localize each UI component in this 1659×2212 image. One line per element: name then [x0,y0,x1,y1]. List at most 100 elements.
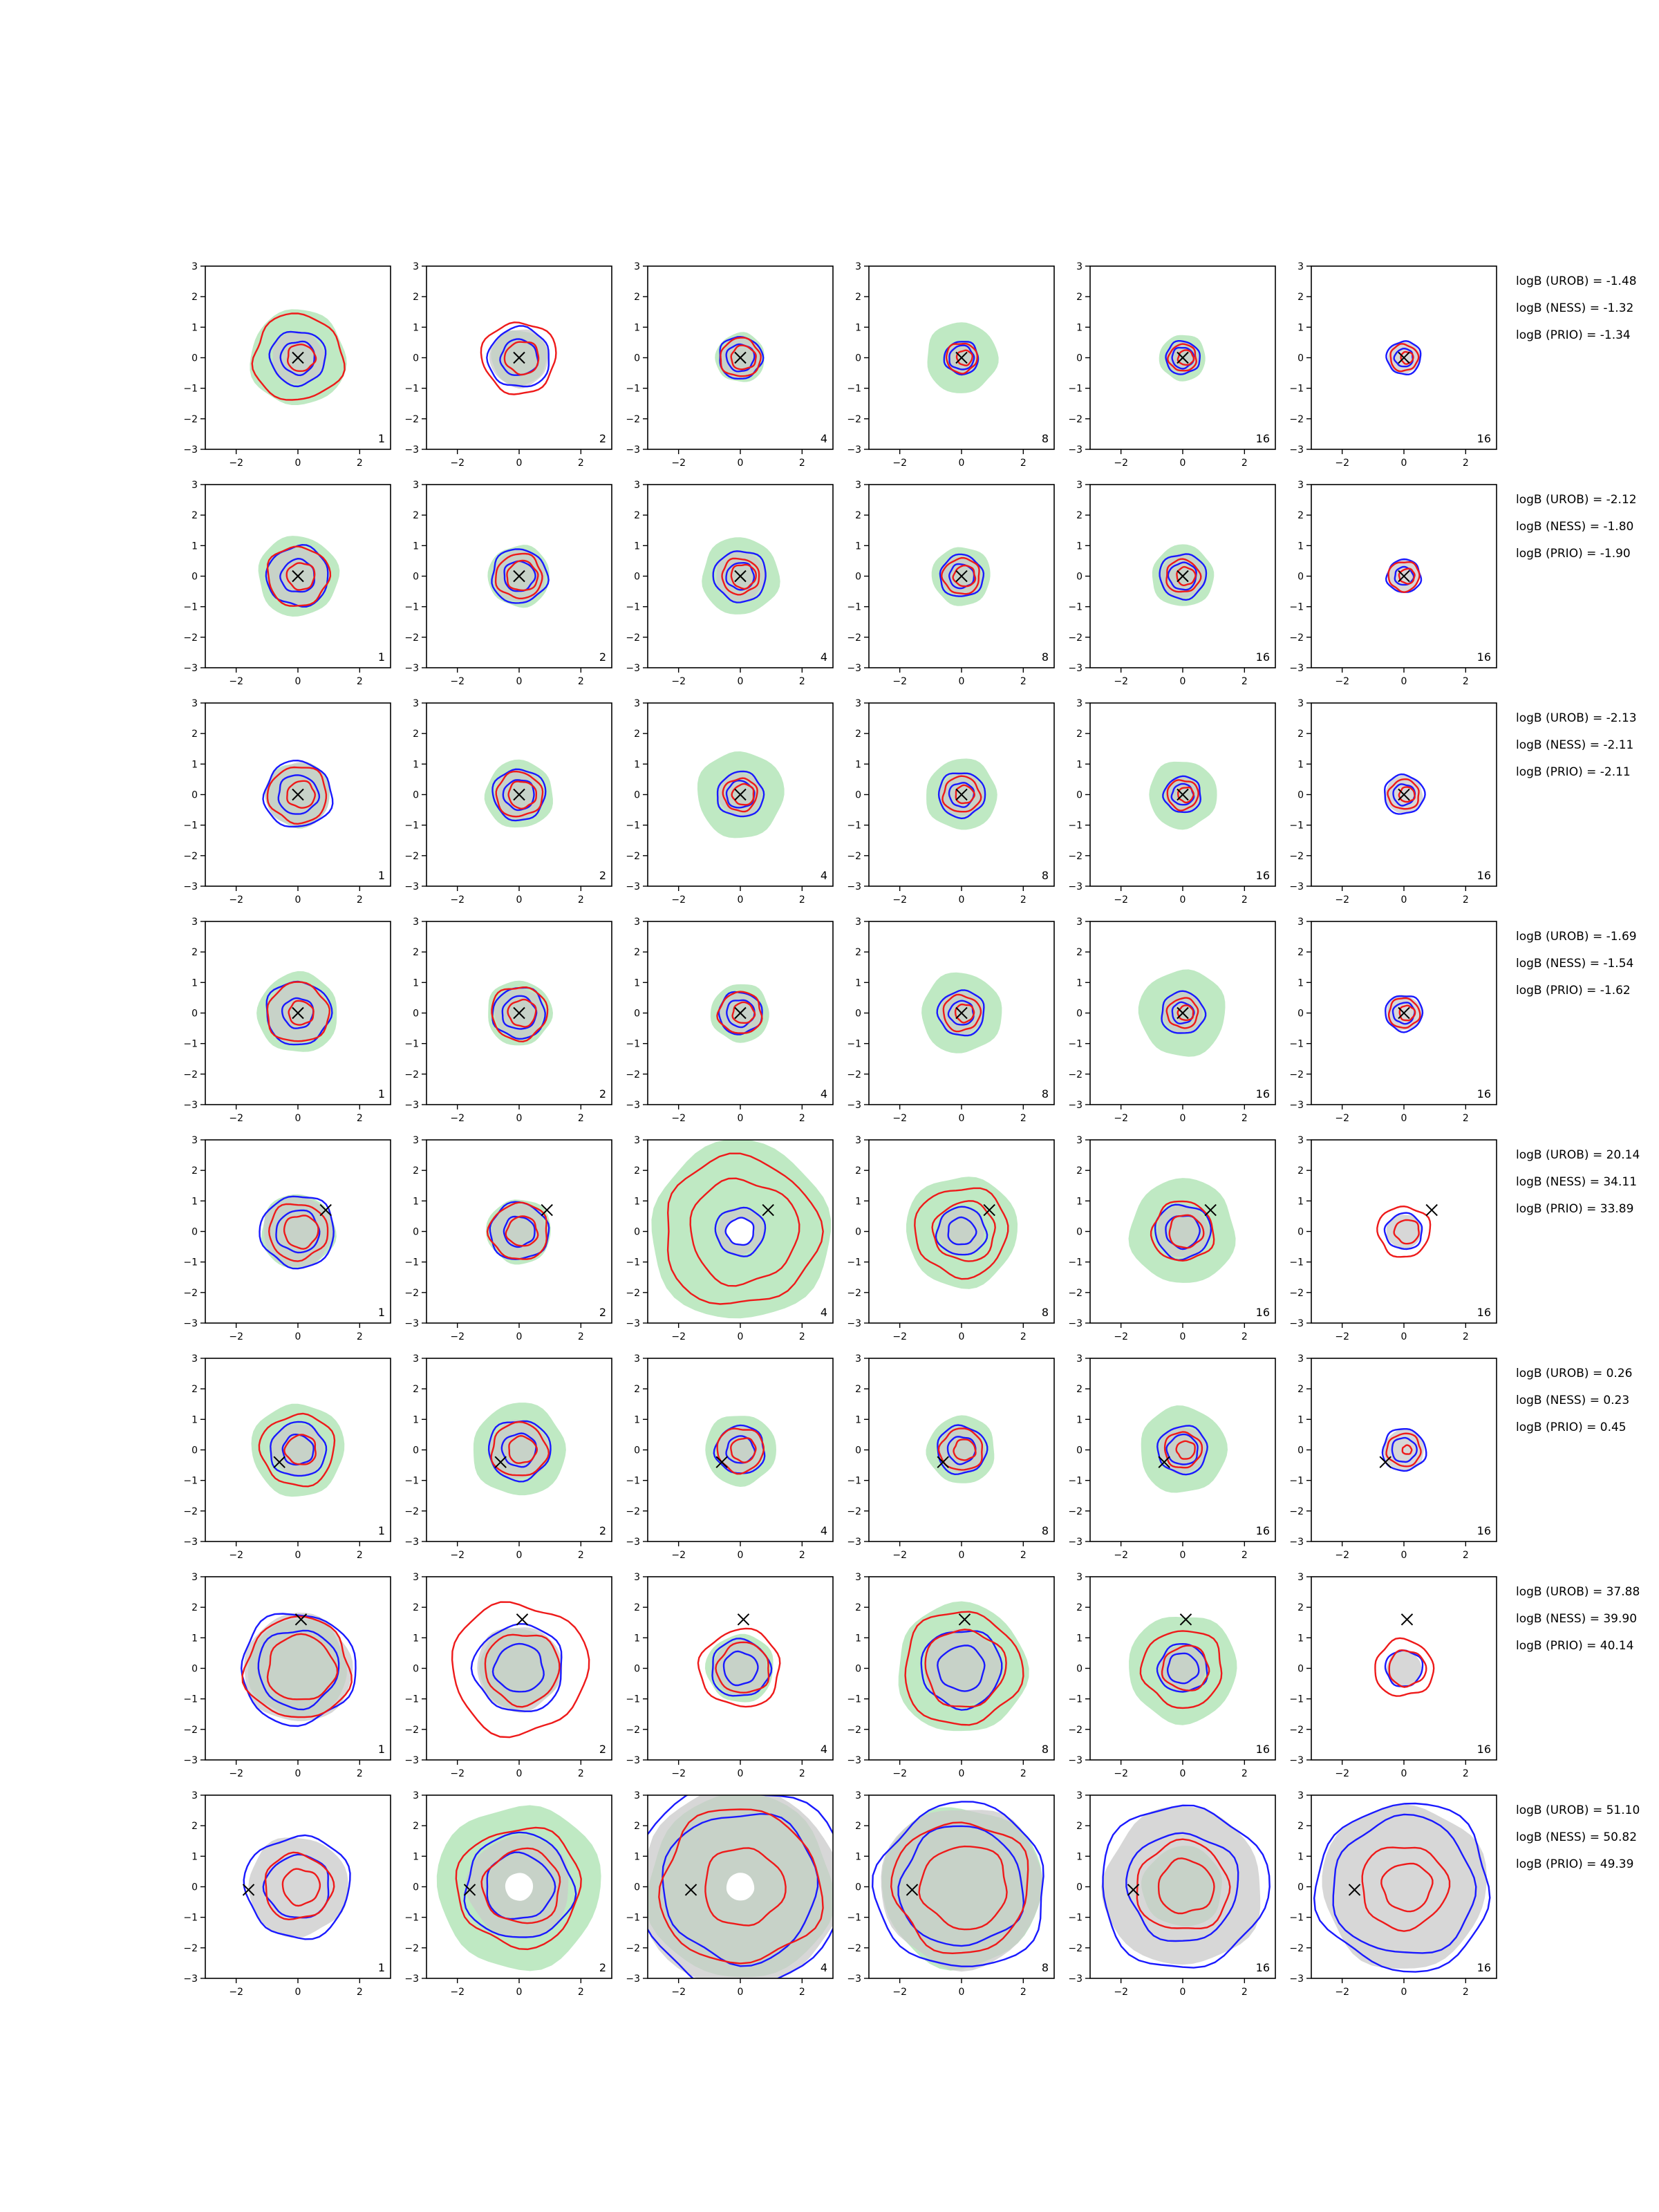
contour-red-2 [952,564,977,588]
y-tick-label: 3 [1076,1135,1082,1146]
x-tick-label: −2 [1335,1550,1349,1561]
contour-blue-2 [275,1209,321,1254]
panel-count-label: 16 [1256,1743,1270,1756]
y-tick-label: 2 [855,1165,861,1177]
panel-count-label: 16 [1477,1524,1491,1537]
y-tick-label: −1 [1068,1039,1082,1050]
panel-r1-c5: −2 0 2 −3 −2 −1 0 1 2 3 16 [1068,261,1276,469]
contour-blue-1 [265,543,329,608]
marker-x [1177,788,1189,801]
contour-red-2 [954,1003,975,1024]
x-tick-label: 2 [1463,676,1469,687]
y-tick-label: −2 [404,1943,419,1954]
y-tick-label: 1 [191,977,198,988]
y-tick-label: 2 [413,729,419,740]
panel-r4-c6: −2 0 2 −3 −2 −1 0 1 2 3 16 [1289,917,1497,1124]
contour-blue-2 [948,782,975,808]
x-tick-label: 2 [578,1331,584,1342]
panel-count-label: 1 [378,1961,385,1974]
y-tick-label: 0 [413,790,419,801]
y-tick-label: −1 [626,1039,640,1050]
x-tick-label: −2 [671,1331,686,1342]
x-tick-label: 0 [516,458,523,469]
panel-r3-c6: −2 0 2 −3 −2 −1 0 1 2 3 16 [1289,698,1497,906]
panel-r2-c5: −2 0 2 −3 −2 −1 0 1 2 3 16 [1068,480,1276,687]
contour-red-1 [1376,1205,1432,1258]
y-tick-label: −1 [847,1694,861,1705]
contour-red-2 [266,1633,339,1700]
y-tick-label: 1 [191,1196,198,1207]
panel-r5-c6: −2 0 2 −3 −2 −1 0 1 2 3 16 [1289,1135,1497,1342]
y-tick-label: 3 [1076,480,1082,491]
y-tick-label: −3 [1068,444,1082,456]
panel-count-label: 8 [1042,1524,1049,1537]
y-tick-label: 1 [413,1633,419,1644]
y-tick-label: 0 [191,790,198,801]
y-tick-label: 2 [1297,947,1304,958]
y-tick-label: −2 [404,1506,419,1517]
x-tick-label: 0 [295,458,301,469]
logb-stat: logB (NESS) = -1.54 [1516,957,1633,971]
contour-red-2 [730,344,757,371]
x-tick-label: 0 [738,894,744,906]
panel-count-label: 2 [599,1524,606,1537]
x-tick-label: 0 [1401,1987,1407,1998]
y-tick-label: 3 [855,917,861,928]
panel-count-label: 1 [378,869,385,882]
x-tick-label: 2 [578,1987,584,1998]
row-2-stats: logB (UROB) = -2.12 logB (NESS) = -1.80 lo… [1516,493,1637,561]
y-tick-label: −3 [183,1755,198,1766]
y-tick-label: −2 [847,1288,861,1299]
y-tick-label: −3 [847,444,861,456]
y-tick-label: −3 [1068,663,1082,674]
marker-x [734,351,747,364]
y-tick-label: 3 [413,1135,419,1146]
x-tick-label: 0 [1401,1768,1407,1779]
logb-stat: logB (NESS) = -2.11 [1516,738,1633,752]
x-tick-label: 2 [1020,1768,1027,1779]
marker-x [737,1613,750,1626]
y-tick-label: 2 [413,1165,419,1177]
panel-r1-c4: −2 0 2 −3 −2 −1 0 1 2 3 8 [847,261,1055,469]
marker-x [242,1884,255,1896]
x-tick-label: −2 [1114,1987,1128,1998]
y-tick-label: −2 [847,1506,861,1517]
y-tick-label: −2 [1068,1069,1082,1080]
contour-red-2 [918,1845,1008,1931]
y-tick-label: −3 [404,1100,419,1111]
y-tick-label: 2 [1076,1165,1082,1177]
x-tick-label: 2 [578,458,584,469]
y-tick-label: 2 [1297,292,1304,303]
contour-blue-2 [946,1436,977,1465]
y-tick-label: 0 [1076,1445,1082,1456]
panel-count-label: 4 [821,650,827,664]
contour-blue-2 [897,1825,1025,1947]
x-tick-label: −2 [1114,676,1128,687]
x-tick-label: 0 [295,1113,301,1124]
x-tick-label: 2 [1463,1113,1469,1124]
y-tick-label: 2 [855,1384,861,1395]
y-tick-label: 3 [1076,917,1082,928]
panel-r5-c3: −2 0 2 −3 −2 −1 0 1 2 3 4 [626,1135,834,1342]
x-tick-label: 2 [799,894,805,906]
contour-red-1 [890,1821,1029,1955]
x-tick-label: −2 [671,676,686,687]
contour-blue-1 [268,330,327,388]
panel-count-label: 4 [821,432,827,445]
marker-x [292,351,304,364]
density-hole [726,1873,755,1901]
y-tick-label: 2 [855,1602,861,1613]
contour-red-1 [666,1152,824,1305]
y-tick-label: −1 [847,1913,861,1924]
contour-red-1 [266,981,330,1042]
contour-red-1 [1163,1431,1203,1469]
y-tick-label: −3 [847,1100,861,1111]
x-tick-label: −2 [450,894,465,906]
x-tick-label: 0 [1401,1550,1407,1561]
y-tick-label: −1 [183,1694,198,1705]
contour-blue-1 [716,770,765,818]
panel-r2-c2: −2 0 2 −3 −2 −1 0 1 2 3 2 [404,480,612,687]
y-tick-label: 2 [191,947,198,958]
y-tick-label: −2 [1289,1506,1304,1517]
y-tick-label: 0 [413,1227,419,1238]
